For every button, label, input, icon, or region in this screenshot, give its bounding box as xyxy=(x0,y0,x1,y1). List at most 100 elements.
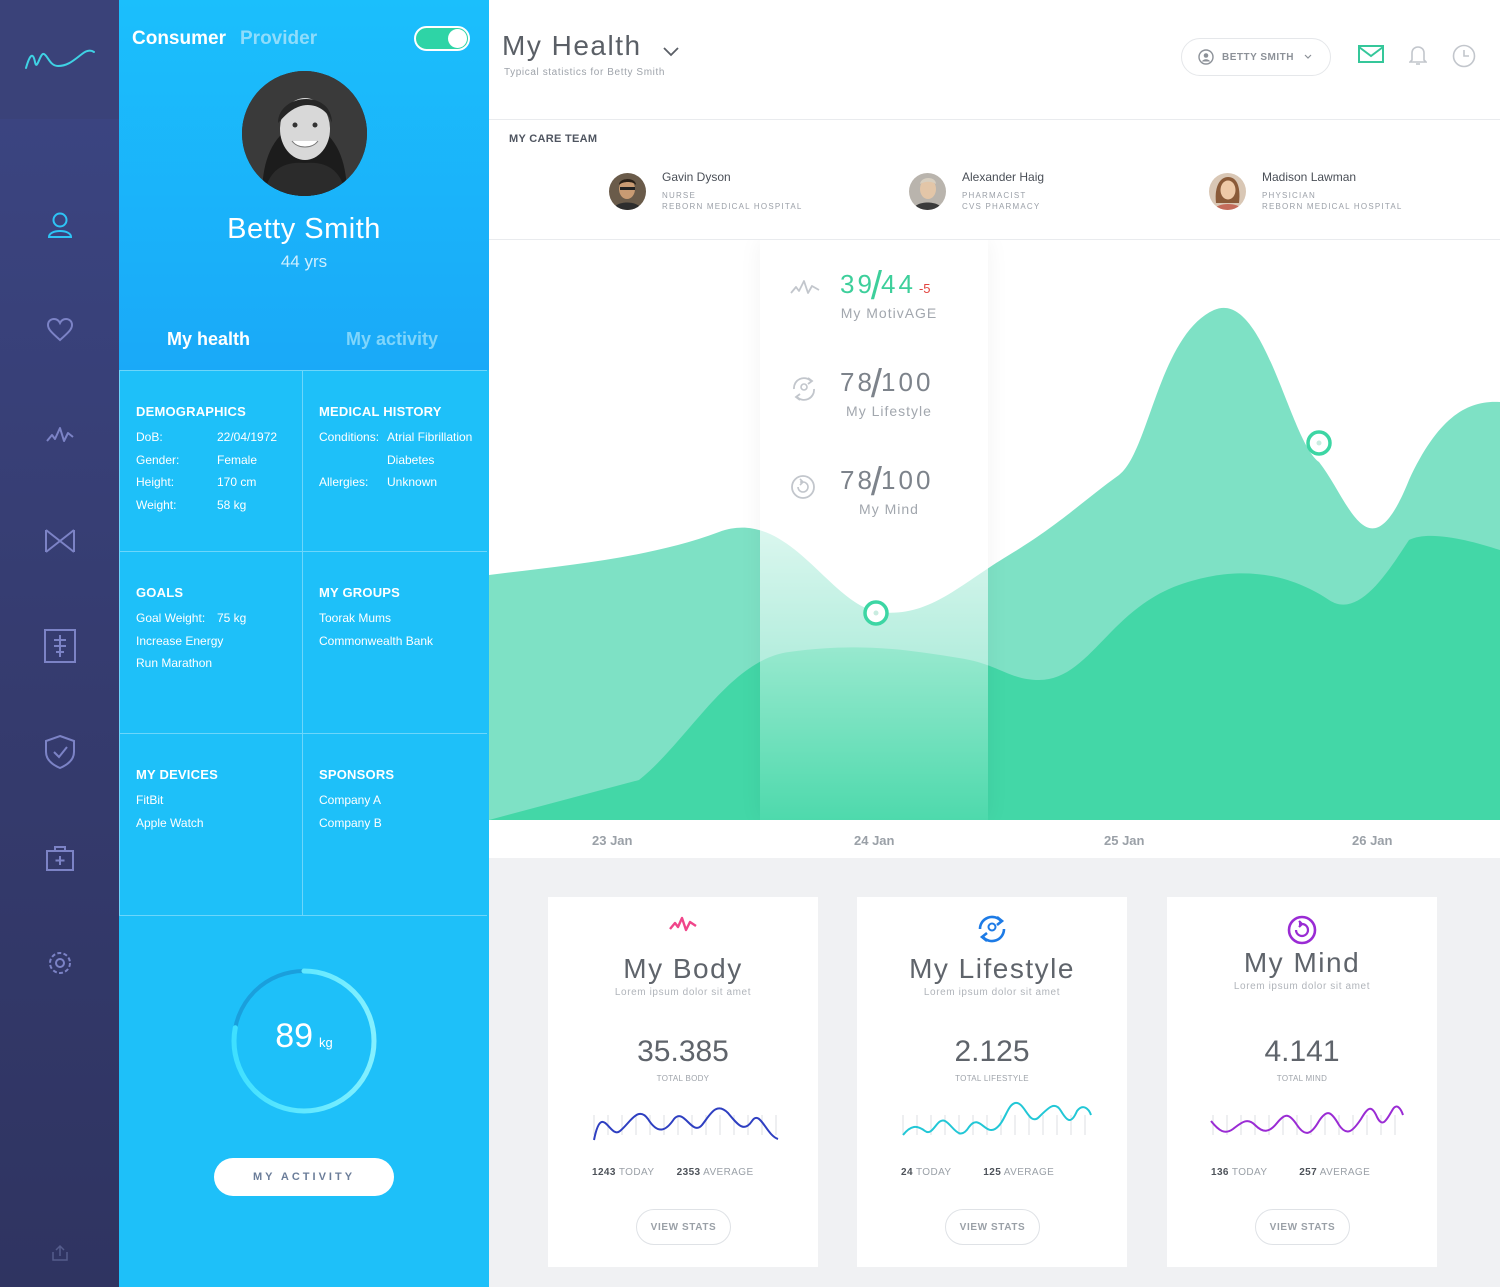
average-label: AVERAGE xyxy=(1003,1167,1055,1178)
field-value: Unknown xyxy=(387,475,438,489)
avatar xyxy=(609,173,646,210)
list-item[interactable]: Company A xyxy=(319,793,382,807)
bell-icon[interactable] xyxy=(1408,44,1428,71)
user-icon xyxy=(1198,49,1214,65)
score-value: 78/100 xyxy=(840,460,934,504)
sparkline xyxy=(593,1107,779,1141)
field-value: 58 kg xyxy=(217,497,247,512)
card-subtitle: Lorem ipsum dolor sit amet xyxy=(1233,981,1371,992)
card-title: My Lifestyle xyxy=(909,953,1075,984)
card-subtitle: Lorem ipsum dolor sit amet xyxy=(614,987,752,998)
member-role-title: PHARMACIST xyxy=(962,191,1027,200)
profile-details-grid: DEMOGRAPHICS DoB: 22/04/1972 Gender: Femal… xyxy=(119,370,489,918)
score-label: My Lifestyle xyxy=(846,403,932,419)
card-title: My Body xyxy=(623,953,743,984)
logo[interactable] xyxy=(0,0,119,119)
nav-share-icon[interactable] xyxy=(42,1235,78,1271)
devices-section: MY DEVICES FitBit Apple Watch xyxy=(119,734,303,916)
chart-x-axis: 23 Jan 24 Jan 25 Jan 26 Jan xyxy=(489,820,1500,858)
gauge-value: 89 kg xyxy=(228,1017,380,1056)
member-role-title: PHYSICIAN xyxy=(1262,191,1316,200)
section-title: DEMOGRAPHICS xyxy=(136,404,247,419)
nav-activity-icon[interactable] xyxy=(42,417,78,453)
gauge-unit: kg xyxy=(319,1035,333,1050)
avatar xyxy=(1209,173,1246,210)
my-activity-button[interactable]: MY ACTIVITY xyxy=(214,1158,394,1196)
score-b: 100 xyxy=(881,367,934,397)
section-title: MY GROUPS xyxy=(319,585,401,600)
view-stats-button[interactable]: VIEW STATS xyxy=(945,1209,1040,1245)
lifestyle-icon xyxy=(790,376,818,407)
card-subtitle: Lorem ipsum dolor sit amet xyxy=(923,987,1061,998)
chevron-down-icon[interactable] xyxy=(663,44,679,62)
view-stats-button[interactable]: VIEW STATS xyxy=(1255,1209,1350,1245)
card-stats: 136 TODAY 257 AVERAGE xyxy=(1211,1167,1370,1178)
member-role: PHARMACIST CVS PHARMACY xyxy=(962,190,1040,212)
field-label: Weight: xyxy=(136,497,177,512)
list-item[interactable]: Apple Watch xyxy=(136,815,204,830)
mind-icon xyxy=(1167,915,1437,945)
field-label: Conditions: xyxy=(319,430,380,444)
list-item: Run Marathon xyxy=(136,656,213,670)
user-name: Betty Smith xyxy=(227,213,381,245)
today-label: TODAY xyxy=(915,1167,952,1178)
score-a: 39 xyxy=(840,269,875,299)
card-my-mind: My Mind Lorem ipsum dolor sit amet 4.141… xyxy=(1167,897,1437,1267)
x-tick-label: 24 Jan xyxy=(854,833,895,848)
health-chart: 39/44 -5 My MotivAGE 78/100 My Lifestyle … xyxy=(489,240,1500,820)
tab-my-health[interactable]: My health xyxy=(167,329,251,349)
average-value: 125 xyxy=(983,1167,1002,1178)
sponsors-section: SPONSORS Company A Company B xyxy=(303,734,487,916)
card-stats: 24 TODAY 125 AVERAGE xyxy=(901,1167,1054,1178)
tab-consumer[interactable]: Consumer xyxy=(132,28,226,49)
sparkline xyxy=(902,1102,1092,1136)
score-label: My MotivAGE xyxy=(840,305,938,321)
member-name: Gavin Dyson xyxy=(662,170,731,184)
section-title: SPONSORS xyxy=(319,767,395,782)
nav-dna-icon[interactable] xyxy=(42,523,78,559)
card-stats: 1243 TODAY 2353 AVERAGE xyxy=(592,1167,754,1178)
list-item[interactable]: Toorak Mums xyxy=(319,611,392,625)
card-value-label: TOTAL MIND xyxy=(1276,1074,1328,1083)
tab-my-activity[interactable]: My activity xyxy=(346,329,439,349)
care-team-section: MY CARE TEAM Gavin Dyson NURSE REBORN MED… xyxy=(489,120,1500,240)
mode-toggle[interactable] xyxy=(414,26,470,51)
nav-shield-icon[interactable] xyxy=(42,734,78,770)
goals-section: GOALS Goal Weight: 75 kg Increase Energy … xyxy=(119,552,303,734)
mail-icon[interactable] xyxy=(1358,44,1384,69)
care-team-title: MY CARE TEAM xyxy=(509,133,598,145)
card-title: My Mind xyxy=(1243,947,1361,978)
list-item[interactable]: FitBit xyxy=(136,793,164,807)
gauge-progress xyxy=(231,968,377,1114)
nav-medkit-icon[interactable] xyxy=(42,840,78,876)
average-value: 257 xyxy=(1299,1167,1318,1178)
wave-logo-icon xyxy=(25,49,95,69)
list-item[interactable]: Company B xyxy=(319,815,382,830)
profile-panel: Consumer Provider Betty Smith 44 yrs My … xyxy=(119,0,489,1287)
clock-icon[interactable] xyxy=(1452,44,1476,73)
nav-heart-icon[interactable] xyxy=(42,312,78,348)
lifestyle-icon xyxy=(857,915,1127,943)
field-value: Diabetes xyxy=(387,452,435,467)
card-value: 4.141 xyxy=(1264,1035,1340,1068)
x-tick-label: 23 Jan xyxy=(592,833,633,848)
section-title: MEDICAL HISTORY xyxy=(319,404,442,419)
score-b: 100 xyxy=(881,465,934,495)
member-org: REBORN MEDICAL HOSPITAL xyxy=(662,202,803,211)
nav-settings-icon[interactable] xyxy=(42,945,78,981)
main-content: My Health Typical statistics for Betty S… xyxy=(489,0,1500,1287)
body-pulse-icon xyxy=(548,915,818,935)
view-stats-button[interactable]: VIEW STATS xyxy=(636,1209,731,1245)
score-label: My Mind xyxy=(859,501,919,517)
section-title: GOALS xyxy=(136,585,184,600)
tab-provider[interactable]: Provider xyxy=(240,28,318,49)
list-item[interactable]: Commonwealth Bank xyxy=(319,633,434,648)
card-value: 35.385 xyxy=(637,1035,729,1068)
x-tick-label: 26 Jan xyxy=(1352,833,1393,848)
field-label: Height: xyxy=(136,475,175,489)
user-menu[interactable]: BETTY SMITH xyxy=(1181,38,1331,76)
page-header: My Health Typical statistics for Betty S… xyxy=(489,0,1500,120)
nav-profile-icon[interactable] xyxy=(42,207,78,243)
nav-report-icon[interactable] xyxy=(42,628,78,664)
profile-header: Consumer Provider Betty Smith 44 yrs My … xyxy=(119,0,489,370)
